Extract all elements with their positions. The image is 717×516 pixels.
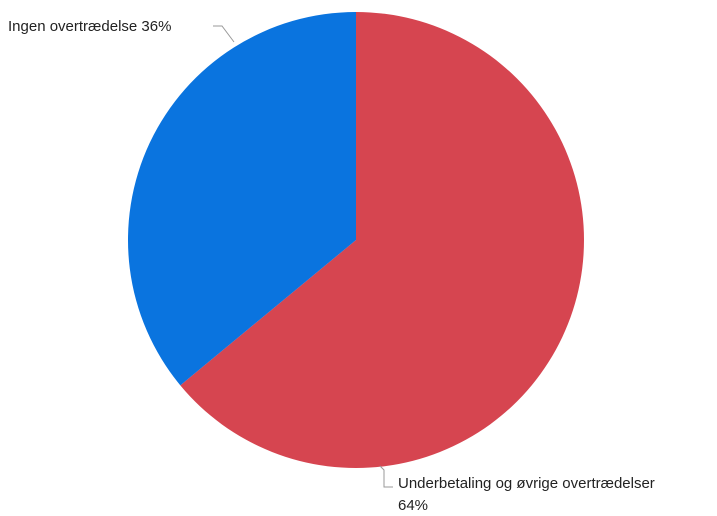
pie-slice-ingen-overtraedelse [127, 12, 357, 386]
pie-slice-underbetaling [180, 12, 584, 469]
label-underbetaling: Underbetaling og øvrige overtrædelser [398, 475, 655, 492]
label-underbetaling-percent: 64% [398, 497, 428, 514]
label-ingen-overtraedelse: Ingen overtrædelse 36% [8, 18, 171, 35]
leader-line-underbetaling [379, 465, 393, 488]
pie-slices [127, 12, 584, 469]
leader-line-ingen [213, 25, 235, 43]
